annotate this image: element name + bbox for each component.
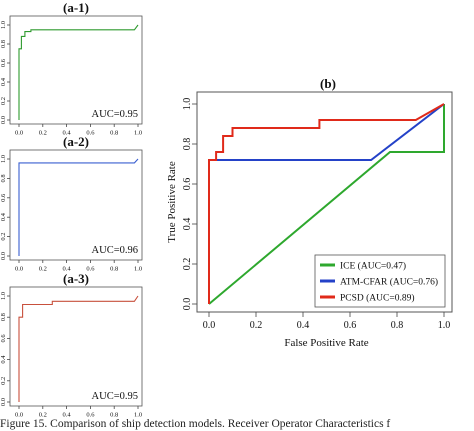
y-axis-label: True Positive Rate <box>166 161 178 243</box>
x-tick-label: 0.6 <box>86 266 95 273</box>
x-tick-label: 0.0 <box>15 130 23 137</box>
plot-frame <box>196 91 453 313</box>
y-tick-label: 0.0 <box>0 116 7 124</box>
x-tick-label: 0.8 <box>110 412 118 419</box>
series-line-0 <box>18 24 139 120</box>
x-tick-label: 0.0 <box>203 320 216 331</box>
legend-entry: ATM-CFAR (AUC=0.76) <box>340 277 438 288</box>
legend-entry: ICE (AUC=0.47) <box>340 261 406 272</box>
y-tick-label: 0.0 <box>182 298 193 311</box>
y-tick-label: 0.6 <box>0 334 7 343</box>
legend: ICE (AUC=0.47) ATM-CFAR (AUC=0.76) PCSD (A… <box>314 254 446 308</box>
x-tick-label: 0.8 <box>391 320 404 331</box>
series-line-0 <box>18 295 139 402</box>
x-axis-label: False Positive Rate <box>284 337 368 349</box>
y-tick-label: 0.8 <box>0 40 7 48</box>
y-tick-label: 0.6 <box>0 193 7 202</box>
y-tick-label: 1.0 <box>0 21 7 29</box>
x-tick-label: 0.4 <box>63 266 72 273</box>
x-tick-label: 0.4 <box>297 320 310 331</box>
y-tick-label: 0.2 <box>0 97 7 105</box>
x-tick-label: 1.0 <box>134 130 142 137</box>
x-tick-label: 0.4 <box>63 130 72 137</box>
series-line-ice <box>208 104 445 305</box>
chart-panel-a-2: (a-2) 0.0 0.2 0.4 0.6 0.8 1.0 0.0 0.2 0.4 0.6 0.8 1.… <box>0 134 143 273</box>
y-tick-label: 0.4 <box>0 212 7 221</box>
y-tick-label: 0.2 <box>182 258 193 271</box>
series-line-0 <box>18 158 139 256</box>
y-tick-label: 1.0 <box>0 292 7 300</box>
x-tick-label: 0.6 <box>86 412 95 419</box>
chart-panel-a-1: (a-1) 0.0 0.2 0.4 0.6 0.8 1.0 0.0 0.2 0.4 0.6 0.8 1.… <box>0 0 143 137</box>
y-tick-label: 0.4 <box>0 355 7 364</box>
y-tick-label: 0.8 <box>182 138 193 151</box>
x-tick-label: 0.0 <box>15 412 23 419</box>
y-tick-label: 0.2 <box>0 377 7 385</box>
plot-frame <box>9 15 143 125</box>
y-tick-label: 0.0 <box>0 398 7 406</box>
y-tick-label: 0.4 <box>0 77 7 86</box>
panel-title: (a-3) <box>63 271 89 286</box>
y-tick-label: 0.0 <box>0 252 7 260</box>
y-tick-label: 0.4 <box>182 218 193 231</box>
panel-title: (a-1) <box>63 0 89 15</box>
x-tick-label: 0.8 <box>110 130 118 137</box>
x-tick-label: 0.6 <box>344 320 357 331</box>
x-tick-label: 0.4 <box>63 412 72 419</box>
auc-annotation: AUC=0.96 <box>92 245 138 256</box>
chart-panel-b: (b) 0.0 0.2 0.4 0.6 0.8 1.0 0.0 0.2 0.4 0.6 0.8 1.0 F… <box>166 76 453 349</box>
y-tick-label: 0.2 <box>0 233 7 241</box>
plot-frame <box>9 149 143 261</box>
y-tick-label: 0.8 <box>0 313 7 321</box>
series-line-pcsd <box>208 103 445 304</box>
x-tick-label: 0.2 <box>250 320 263 331</box>
y-tick-label: 0.6 <box>182 178 193 191</box>
x-tick-label: 1.0 <box>438 320 451 331</box>
legend-box <box>314 254 446 308</box>
figure-caption: Figure 15. Comparison of ship detection … <box>0 418 391 430</box>
x-tick-label: 0.8 <box>110 266 118 273</box>
legend-entry: PCSD (AUC=0.89) <box>340 293 415 304</box>
x-tick-label: 1.0 <box>134 412 142 419</box>
y-tick-label: 1.0 <box>182 98 193 111</box>
plot-frame <box>9 286 143 407</box>
panel-title: (a-2) <box>63 134 89 149</box>
panel-title: (b) <box>320 76 336 91</box>
y-tick-label: 0.6 <box>0 58 7 67</box>
x-tick-label: 1.0 <box>134 266 142 273</box>
chart-panel-a-3: (a-3) 0.0 0.2 0.4 0.6 0.8 1.0 0.0 0.2 0.4 0.6 0.8 1.… <box>0 271 143 419</box>
x-tick-label: 0.6 <box>86 130 95 137</box>
x-tick-label: 0.2 <box>39 266 47 273</box>
auc-annotation: AUC=0.95 <box>92 391 138 402</box>
x-tick-label: 0.2 <box>39 412 47 419</box>
auc-annotation: AUC=0.95 <box>92 109 138 120</box>
y-tick-label: 0.8 <box>0 174 7 182</box>
y-tick-label: 1.0 <box>0 155 7 163</box>
x-tick-label: 0.0 <box>15 266 23 273</box>
x-tick-label: 0.2 <box>39 130 47 137</box>
